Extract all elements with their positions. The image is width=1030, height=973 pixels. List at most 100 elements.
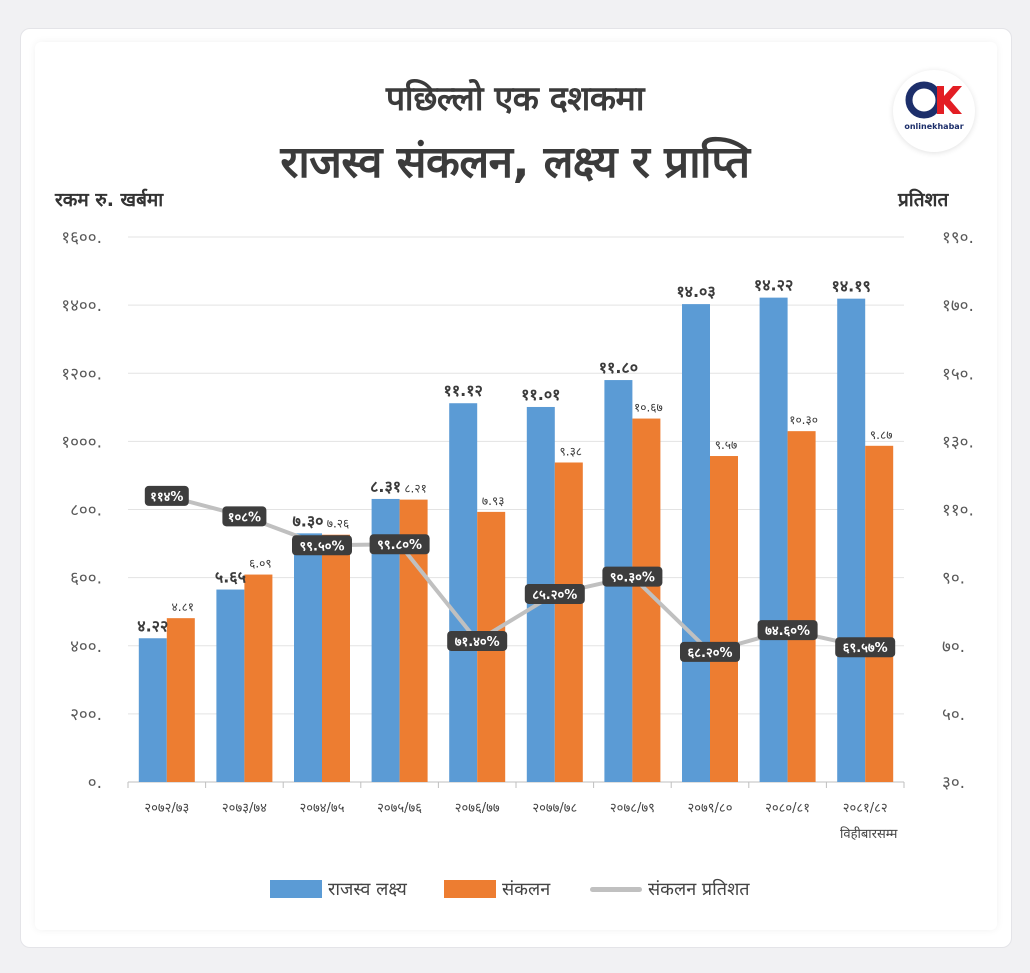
data-label-target: ११.८० <box>599 358 638 377</box>
x-tick-label: २०७८/७९ <box>610 801 655 816</box>
bar-collection <box>865 445 894 782</box>
bar-collection <box>710 456 738 782</box>
percent-label: ७४.६०% <box>765 624 810 639</box>
percent-label: ९९.५०% <box>299 539 344 554</box>
data-label-collection: ७.२६ <box>327 517 350 531</box>
data-label-target: १४.१९ <box>832 277 871 296</box>
legend: राजस्व लक्ष्य संकलन संकलन प्रतिशत <box>0 876 1030 902</box>
y-tick-right: ३०. <box>942 773 965 793</box>
bar-target <box>682 304 710 782</box>
y-tick-right: ७०. <box>942 637 965 657</box>
bar-target <box>759 297 788 782</box>
legend-swatch-percent <box>590 886 642 892</box>
x-axis-suffix: विहीबारसम्म <box>840 827 898 842</box>
logo-text: onlinekhabar <box>904 122 964 131</box>
legend-label-collection: संकलन <box>502 879 551 900</box>
legend-item-collection: संकलन <box>444 876 550 902</box>
x-tick-label: २०८१/८२ <box>843 801 888 816</box>
data-label-collection: १०.६७ <box>634 401 663 415</box>
bar-target <box>837 298 866 782</box>
data-label-target: ४.२२ <box>137 616 168 635</box>
data-label-collection: ७.९३ <box>482 494 505 508</box>
legend-item-target: राजस्व लक्ष्य <box>270 876 407 902</box>
bar-collection <box>787 431 816 782</box>
x-tick-label: २०७५/७६ <box>377 801 422 816</box>
percent-label-box <box>835 637 896 658</box>
y-tick-right: १७०. <box>942 296 974 316</box>
percent-line <box>166 493 866 654</box>
data-label-collection: १०.३० <box>789 413 818 427</box>
legend-label-percent: संकलन प्रतिशत <box>648 879 750 900</box>
data-label-collection: ९.५७ <box>715 438 738 452</box>
y-axis-label-right: प्रतिशत <box>898 189 949 211</box>
percent-label-box <box>222 506 267 527</box>
ok-logo-icon <box>905 81 962 119</box>
onlinekhabar-logo: onlinekhabar <box>893 70 975 152</box>
percent-label: ९९.८०% <box>377 538 422 553</box>
bar-target <box>449 403 478 782</box>
y-tick-left: ४००. <box>70 637 102 657</box>
bar-target <box>216 589 245 782</box>
legend-item-percent: संकलन प्रतिशत <box>590 876 750 902</box>
x-tick-label: २०७३/७४ <box>222 801 267 816</box>
data-label-target: १४.२२ <box>754 276 793 295</box>
x-tick-label: २०८०/८१ <box>765 801 810 816</box>
x-tick-label: २०७२/७३ <box>144 801 189 816</box>
data-label-target: ५.६५ <box>215 568 246 587</box>
y-tick-right: १५०. <box>942 364 974 384</box>
data-label-target: ७.३० <box>292 511 323 530</box>
percent-label: ८५.२०% <box>532 588 577 603</box>
y-tick-left: ८००. <box>70 501 102 521</box>
percent-label-box <box>369 534 430 555</box>
percent-label-box <box>144 485 189 506</box>
bar-target <box>138 638 167 782</box>
percent-label-box <box>447 630 508 651</box>
y-axis-label-left: रकम रु. खर्बमा <box>55 189 164 211</box>
x-tick-label: २०७७/७८ <box>532 801 577 816</box>
percent-label-box <box>292 535 352 556</box>
y-tick-left: २००. <box>70 705 102 725</box>
percent-label-box <box>602 566 663 587</box>
y-tick-left: ६००. <box>70 569 102 589</box>
y-tick-left: १२००. <box>61 364 102 384</box>
data-label-collection: ४.८१ <box>172 600 195 614</box>
percent-label: ६८.२०% <box>687 646 732 661</box>
data-label-target: ११.०१ <box>521 385 560 404</box>
percent-label-box <box>757 620 818 641</box>
legend-label-target: राजस्व लक्ष्य <box>328 879 407 900</box>
x-tick-label: २०७६/७७ <box>455 801 500 816</box>
data-label-collection: ६.०९ <box>249 557 272 571</box>
percent-label: ११४% <box>150 490 183 505</box>
data-label-target: १४.०३ <box>676 282 715 301</box>
x-tick-label: २०७९/८० <box>688 801 733 816</box>
percent-label: ६९.५७% <box>843 641 888 656</box>
bar-collection <box>244 574 273 782</box>
percent-label-box <box>680 641 740 662</box>
data-label-target: ११.१२ <box>444 381 483 400</box>
legend-swatch-target <box>270 880 322 898</box>
data-label-target: ८.३१ <box>370 477 401 496</box>
y-tick-left: ०. <box>88 773 102 793</box>
chart-title-line1: पछिल्लो एक दशकमा <box>385 79 645 119</box>
percent-label: ७१.४०% <box>455 635 500 650</box>
chart-title-line2: राजस्व संकलन, लक्ष्य र प्राप्ति <box>280 137 750 188</box>
y-tick-right: ५०. <box>942 705 965 725</box>
x-tick-label: २०७४/७५ <box>300 801 345 816</box>
y-tick-left: १०००. <box>61 432 102 452</box>
data-label-collection: ८.२१ <box>404 482 427 496</box>
percent-label-box <box>524 583 585 604</box>
bar-collection <box>166 618 195 782</box>
percent-label: ९०.३०% <box>610 571 655 586</box>
y-tick-right: १३०. <box>942 432 974 452</box>
data-label-collection: ९.३८ <box>560 444 583 458</box>
y-tick-right: ११०. <box>942 501 974 521</box>
percent-label: १०८% <box>228 510 261 525</box>
y-tick-right: १९०. <box>942 228 974 248</box>
bar-collection <box>554 462 583 782</box>
data-label-collection: ९.८७ <box>870 428 893 442</box>
y-tick-left: १६००. <box>61 228 102 248</box>
bar-collection <box>322 534 350 782</box>
bar-target <box>294 533 322 782</box>
y-tick-right: ९०. <box>942 569 965 589</box>
